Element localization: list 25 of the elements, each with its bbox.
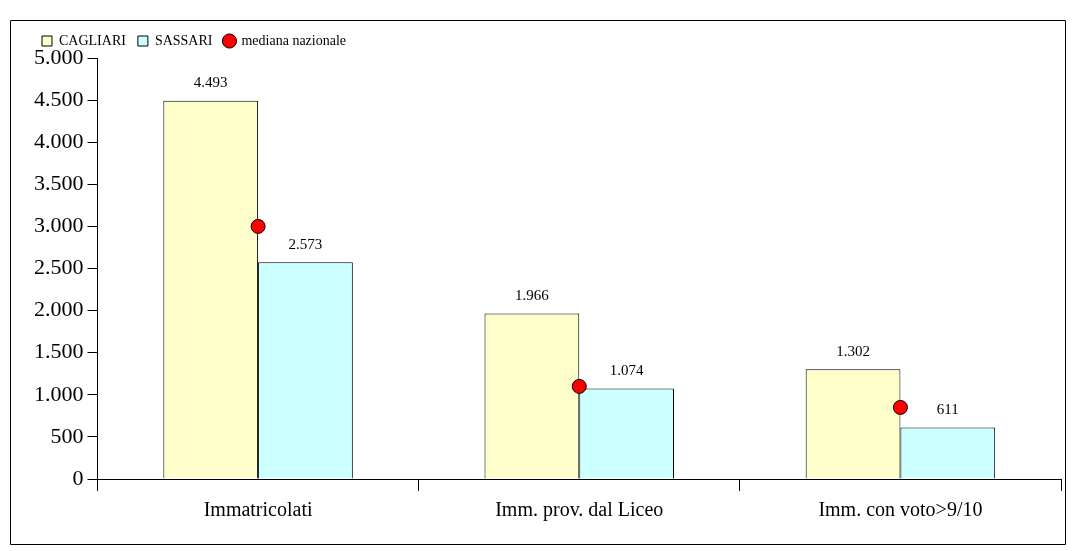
y-tick-label: 1.000	[34, 380, 84, 406]
data-label: 1.966	[515, 286, 550, 303]
x-tick-label: Imm. prov. dal Liceo	[495, 498, 664, 522]
x-tick-label: Immatricolati	[203, 498, 313, 521]
data-label: 2.573	[288, 235, 323, 252]
y-tick-label: 3.000	[34, 212, 84, 238]
point	[250, 218, 266, 234]
y-tick-label: 0	[72, 464, 84, 490]
y-tick-label: 2.000	[34, 296, 84, 322]
x-tick-label: Imm. con voto>9/10	[818, 498, 983, 521]
legend-label: mediana nazionale	[241, 32, 347, 48]
data-label: 1.074	[609, 362, 644, 379]
y-tick-label: 3.500	[34, 170, 84, 196]
y-tick-label: 4.000	[34, 127, 84, 153]
y-tick-label: 4.500	[34, 85, 84, 111]
point	[892, 399, 908, 415]
legend-label: SASSARI	[154, 32, 213, 48]
point	[571, 378, 587, 394]
y-tick-label: 2.500	[34, 254, 84, 280]
data-label: 1.302	[836, 342, 870, 359]
data-label: 4.493	[193, 74, 228, 91]
y-tick-label: 1.500	[34, 338, 84, 364]
data-label: 611	[936, 400, 959, 417]
legend-label: CAGLIARI	[59, 32, 127, 48]
y-tick-label: 500	[50, 422, 84, 448]
